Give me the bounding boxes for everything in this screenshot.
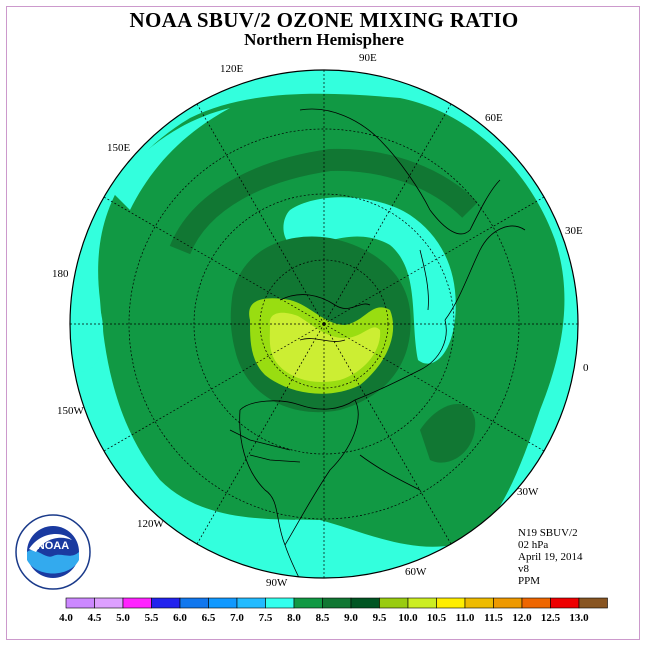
logo-text: NOAA xyxy=(37,540,69,552)
info-pressure: 02 hPa xyxy=(518,539,549,551)
lon-label-150e: 150E xyxy=(107,142,131,154)
lon-label-180: 180 xyxy=(52,268,69,280)
page-subtitle: Northern Hemisphere xyxy=(244,30,404,49)
logo-wave xyxy=(27,550,79,574)
graticule xyxy=(70,70,578,578)
info-satellite: N19 SBUV/2 xyxy=(518,527,578,539)
dark-green-arc xyxy=(169,148,478,255)
info-units: PPM xyxy=(518,575,541,587)
latitude-circle-30 xyxy=(128,128,520,520)
lon-label-150w: 150W xyxy=(57,405,85,417)
lon-label-30e: 30E xyxy=(565,225,583,237)
logo-bird xyxy=(29,533,72,552)
info-version: v8 xyxy=(518,563,529,575)
lon-label-0: 0 xyxy=(583,362,589,374)
lime-core xyxy=(269,312,381,382)
info-date: April 19, 2014 xyxy=(518,551,583,563)
lon-label-90w: 90W xyxy=(266,577,288,589)
map-boundary xyxy=(69,69,579,579)
lon-label-120e: 120E xyxy=(220,63,244,75)
page-title: NOAA SBUV/2 OZONE MIXING RATIO xyxy=(129,8,519,32)
image-frame xyxy=(6,6,640,640)
lon-label-60w: 60W xyxy=(405,566,427,578)
lon-label-60e: 60E xyxy=(485,112,503,124)
lon-label-120w: 120W xyxy=(137,518,165,530)
lon-label-30w: 30W xyxy=(517,486,539,498)
cyan-patch-west xyxy=(70,270,104,372)
lon-label-90e: 90E xyxy=(359,52,377,64)
cyan-patch-north xyxy=(110,108,230,210)
noaa-logo: NOAA xyxy=(15,514,91,590)
dark-green-patch-se xyxy=(420,403,476,463)
